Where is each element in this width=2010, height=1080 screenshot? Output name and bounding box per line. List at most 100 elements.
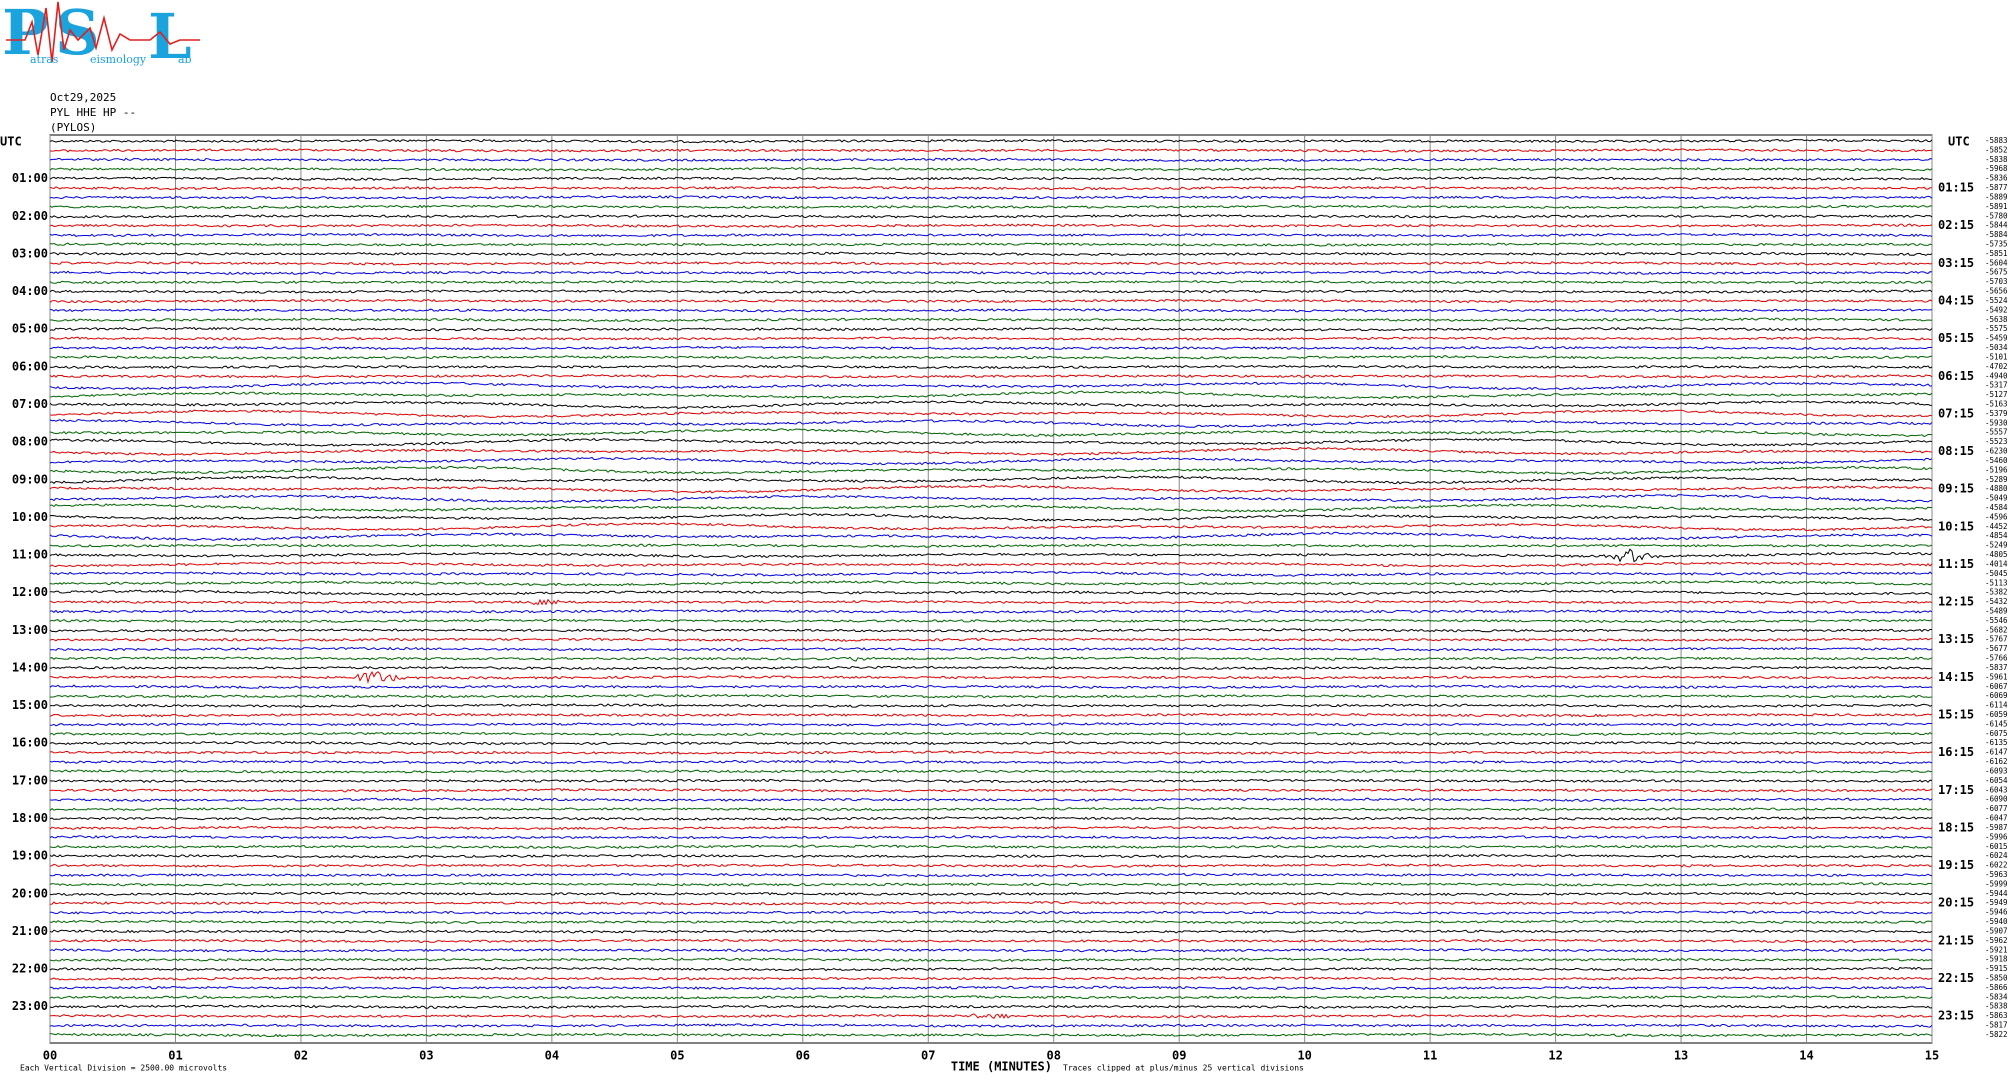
grid <box>49 135 1933 1043</box>
hour-label-right: 06:15 <box>1938 369 1974 383</box>
trace-offset: -5656 <box>1985 287 2008 296</box>
trace-offset: -5915 <box>1985 964 2008 973</box>
trace <box>49 995 1933 1000</box>
trace <box>49 214 1933 219</box>
hour-label: 08:00 <box>12 435 48 449</box>
hour-label-right: 11:15 <box>1938 557 1974 571</box>
trace-offset: -6047 <box>1985 814 2008 823</box>
trace-offset: -4805 <box>1985 550 2008 559</box>
trace <box>49 381 1933 391</box>
trace <box>49 637 1933 642</box>
trace-offset: -6145 <box>1985 719 2008 728</box>
trace <box>49 816 1933 821</box>
hour-label: 09:00 <box>12 472 48 486</box>
trace <box>49 418 1933 428</box>
trace <box>49 628 1932 633</box>
trace-offset: -5289 <box>1985 475 2008 484</box>
trace-offset: -5049 <box>1985 494 2008 503</box>
trace <box>49 308 1933 313</box>
trace <box>49 503 1933 513</box>
trace <box>49 232 1933 238</box>
hour-label-right: 15:15 <box>1938 708 1974 722</box>
trace-offset: -6075 <box>1985 729 2008 738</box>
hour-label-right: 03:15 <box>1938 256 1974 270</box>
trace-offset: -5968 <box>1985 164 2008 173</box>
trace-offset: -5249 <box>1985 541 2008 550</box>
hour-label-right: 19:15 <box>1938 858 1974 872</box>
trace <box>49 769 1933 774</box>
hour-label: 19:00 <box>12 849 48 863</box>
utc-right: UTC <box>1948 135 1970 149</box>
trace-offset: -6114 <box>1985 701 2008 710</box>
trace-offset: -5382 <box>1985 588 2008 597</box>
hour-label: 10:00 <box>12 510 48 524</box>
trace-offset: -5113 <box>1985 578 2008 587</box>
trace-offset: -5127 <box>1985 390 2008 399</box>
trace <box>49 1032 1933 1038</box>
trace-offset: -6162 <box>1985 757 2008 766</box>
trace <box>49 609 1933 614</box>
trace <box>49 853 1933 859</box>
trace <box>49 806 1933 812</box>
trace <box>49 1023 1933 1028</box>
trace-offset: -5918 <box>1985 955 2008 964</box>
trace <box>49 242 1933 247</box>
trace-offset: -5489 <box>1985 607 2008 616</box>
hour-label: 05:00 <box>12 322 48 336</box>
trace-offset: -5432 <box>1985 597 2008 606</box>
labels: 00 01 02 03 04 05 06 07 08 09 10 11 12 13 14 15 01:00 02:… <box>12 136 2008 1063</box>
trace-offset: -5838 <box>1985 1002 2008 1011</box>
trace <box>49 317 1933 322</box>
hour-label-right: 01:15 <box>1938 181 1974 195</box>
logo: P S L atras eismology ab <box>2 0 200 73</box>
trace-offset: -5524 <box>1985 296 2008 305</box>
hour-label: 06:00 <box>12 359 48 373</box>
trace-offset: -5317 <box>1985 381 2008 390</box>
trace-offset: -6093 <box>1985 766 2008 775</box>
trace-offset: -5851 <box>1985 249 2008 258</box>
x-tick-label: 11 <box>1423 1049 1437 1063</box>
x-tick-label: 06 <box>796 1049 810 1063</box>
trace-offset: -5940 <box>1985 917 2008 926</box>
trace-offset: -5459 <box>1985 334 2008 343</box>
hour-label-right: 20:15 <box>1938 896 1974 910</box>
trace <box>49 364 1933 369</box>
trace-offset: -5921 <box>1985 945 2008 954</box>
x-tick-label: 05 <box>670 1049 684 1063</box>
x-tick-label: 13 <box>1674 1049 1688 1063</box>
trace-offset: -5889 <box>1985 192 2008 201</box>
trace-offset: -6015 <box>1985 842 2008 851</box>
trace-offset: -5863 <box>1985 1011 2008 1020</box>
x-tick-label: 12 <box>1548 1049 1562 1063</box>
trace-offset: -6230 <box>1985 447 2008 456</box>
hour-label: 21:00 <box>12 924 48 938</box>
trace <box>49 548 1933 563</box>
hour-label-right: 09:15 <box>1938 482 1974 496</box>
trace-offset: -5963 <box>1985 870 2008 879</box>
x-tick-label: 07 <box>921 1049 935 1063</box>
trace-offset: -5766 <box>1985 654 2008 663</box>
hour-label: 03:00 <box>12 246 48 260</box>
hour-label: 17:00 <box>12 773 48 787</box>
trace <box>49 326 1933 332</box>
trace <box>49 863 1933 868</box>
trace <box>49 465 1933 475</box>
trace <box>49 589 1933 596</box>
trace <box>49 204 1933 210</box>
trace-offset: -5780 <box>1985 211 2008 220</box>
trace <box>49 289 1933 294</box>
trace <box>49 1013 1933 1020</box>
trace-offset: -5817 <box>1985 1021 2008 1030</box>
utc-left: UTC <box>0 135 22 149</box>
traces <box>49 138 1933 1038</box>
trace <box>49 270 1933 275</box>
trace <box>49 446 1933 456</box>
trace-offset: -5735 <box>1985 240 2008 249</box>
trace <box>49 437 1933 447</box>
hour-label: 14:00 <box>12 660 48 674</box>
hour-label-right: 18:15 <box>1938 820 1974 834</box>
trace <box>50 646 1933 652</box>
trace <box>49 671 1933 685</box>
trace-offset: -4584 <box>1985 503 2008 512</box>
